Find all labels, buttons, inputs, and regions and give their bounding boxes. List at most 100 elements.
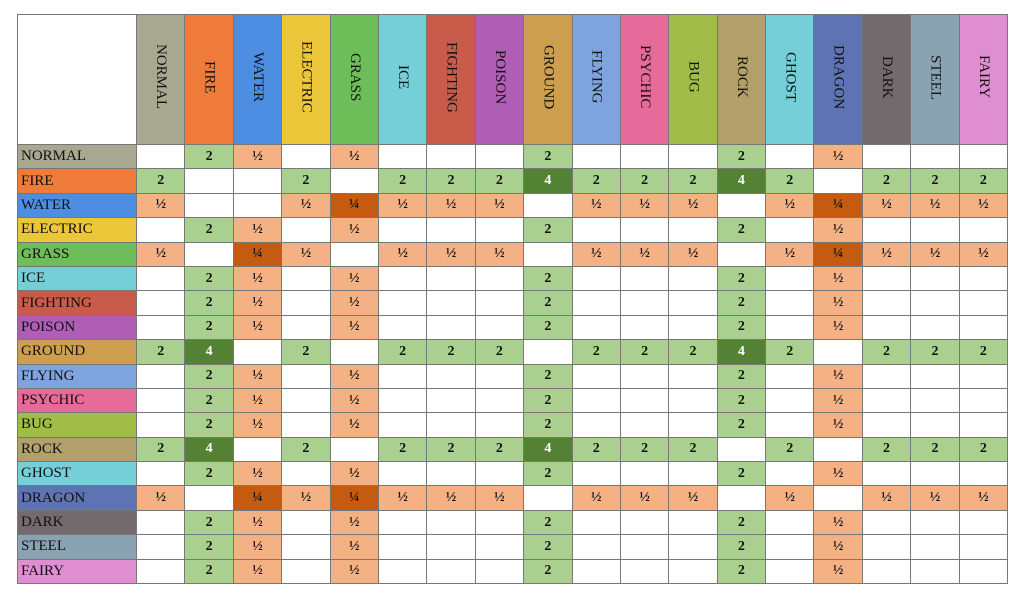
table-cell: ½ — [329, 558, 379, 585]
type-chart: NORMAL FIRE WATER ELECTRIC GRASS ICE FIGHTING P… — [17, 14, 1009, 585]
column-header-psychic: PSYCHIC — [619, 14, 670, 145]
table-cell: 2 — [716, 461, 767, 487]
row-header-psychic: PSYCHIC — [17, 387, 137, 414]
table-cell: ½ — [232, 509, 283, 536]
table-cell — [765, 509, 815, 536]
table-cell — [135, 363, 186, 389]
table-cell — [135, 387, 186, 414]
table-row: FIGHTING 2 ½ ½ 2 2 ½ — [17, 290, 1009, 316]
table-cell — [765, 290, 815, 316]
table-cell: ½ — [232, 558, 283, 585]
table-cell — [813, 168, 863, 194]
table-cell — [571, 314, 621, 341]
table-cell: ½ — [619, 485, 670, 511]
table-cell — [668, 290, 718, 316]
table-cell — [619, 461, 670, 487]
table-cell: 2 — [910, 339, 960, 365]
table-cell: 2 — [184, 558, 234, 585]
table-row: DRAGON ½ ¼ ½ ¼ ½ ½ ½ ½ ½ ½ ½ ½ ½ ½ — [17, 485, 1009, 511]
table-cell — [474, 534, 525, 560]
table-cell: ½ — [619, 241, 670, 267]
table-cell — [232, 339, 283, 365]
table-cell — [716, 192, 767, 219]
table-cell — [426, 314, 476, 341]
table-cell — [958, 387, 1009, 414]
table-cell — [571, 534, 621, 560]
table-cell — [861, 558, 912, 585]
table-cell: 2 — [716, 534, 767, 560]
table-cell — [619, 143, 670, 170]
table-cell: 2 — [861, 436, 912, 463]
table-row: FIRE 2 2 2 2 2 4 2 2 2 4 2 2 2 2 — [17, 168, 1009, 194]
row-header-water: WATER — [17, 192, 137, 219]
table-cell: ½ — [426, 241, 476, 267]
table-cell — [426, 217, 476, 243]
table-cell: ½ — [813, 509, 863, 536]
column-header-dragon: DRAGON — [813, 14, 863, 145]
table-cell: 2 — [281, 168, 331, 194]
table-cell — [135, 558, 186, 585]
table-cell — [426, 143, 476, 170]
column-header-label: DARK — [879, 55, 896, 99]
table-cell — [135, 143, 186, 170]
table-cell: ¼ — [232, 241, 283, 267]
table-cell: 2 — [184, 290, 234, 316]
table-cell: ½ — [232, 143, 283, 170]
column-header-label: GRASS — [346, 52, 363, 102]
table-cell: 2 — [861, 339, 912, 365]
table-cell: 2 — [426, 339, 476, 365]
table-cell — [619, 217, 670, 243]
table-cell — [135, 461, 186, 487]
table-cell — [958, 558, 1009, 585]
table-cell — [281, 534, 331, 560]
table-cell — [861, 509, 912, 536]
table-cell — [910, 217, 960, 243]
table-cell: ½ — [232, 387, 283, 414]
table-cell: 2 — [523, 143, 573, 170]
column-header-electric: ELECTRIC — [281, 14, 331, 145]
table-cell — [377, 461, 428, 487]
table-cell — [958, 461, 1009, 487]
table-cell: ½ — [910, 485, 960, 511]
table-cell: ½ — [232, 534, 283, 560]
row-header-bug: BUG — [17, 412, 137, 438]
table-cell: 2 — [571, 339, 621, 365]
table-cell: 2 — [765, 339, 815, 365]
table-cell: 2 — [523, 509, 573, 536]
table-cell — [861, 217, 912, 243]
table-cell — [377, 509, 428, 536]
table-cell: ½ — [813, 217, 863, 243]
table-cell — [232, 192, 283, 219]
table-cell — [910, 461, 960, 487]
table-cell: ½ — [281, 192, 331, 219]
table-cell: ½ — [474, 192, 525, 219]
table-cell — [571, 217, 621, 243]
table-cell: 2 — [523, 290, 573, 316]
table-cell — [668, 265, 718, 292]
table-cell: 4 — [184, 436, 234, 463]
row-header-grass: GRASS — [17, 241, 137, 267]
table-cell: ½ — [813, 290, 863, 316]
table-cell: 2 — [184, 461, 234, 487]
row-header-ghost: GHOST — [17, 461, 137, 487]
table-cell — [377, 143, 428, 170]
table-cell — [765, 314, 815, 341]
table-cell: ¼ — [329, 485, 379, 511]
table-cell — [668, 363, 718, 389]
table-row: GHOST 2 ½ ½ 2 2 ½ — [17, 461, 1009, 487]
table-cell: 2 — [426, 436, 476, 463]
table-cell: 2 — [523, 265, 573, 292]
table-cell — [377, 314, 428, 341]
table-cell — [619, 290, 670, 316]
table-cell: ½ — [813, 314, 863, 341]
table-cell: ½ — [619, 192, 670, 219]
table-cell — [910, 387, 960, 414]
table-cell — [861, 461, 912, 487]
table-cell — [716, 485, 767, 511]
table-cell: ½ — [232, 412, 283, 438]
table-cell — [474, 509, 525, 536]
table-cell: 2 — [861, 168, 912, 194]
table-cell — [861, 363, 912, 389]
table-cell — [426, 387, 476, 414]
table-cell: ½ — [813, 558, 863, 585]
